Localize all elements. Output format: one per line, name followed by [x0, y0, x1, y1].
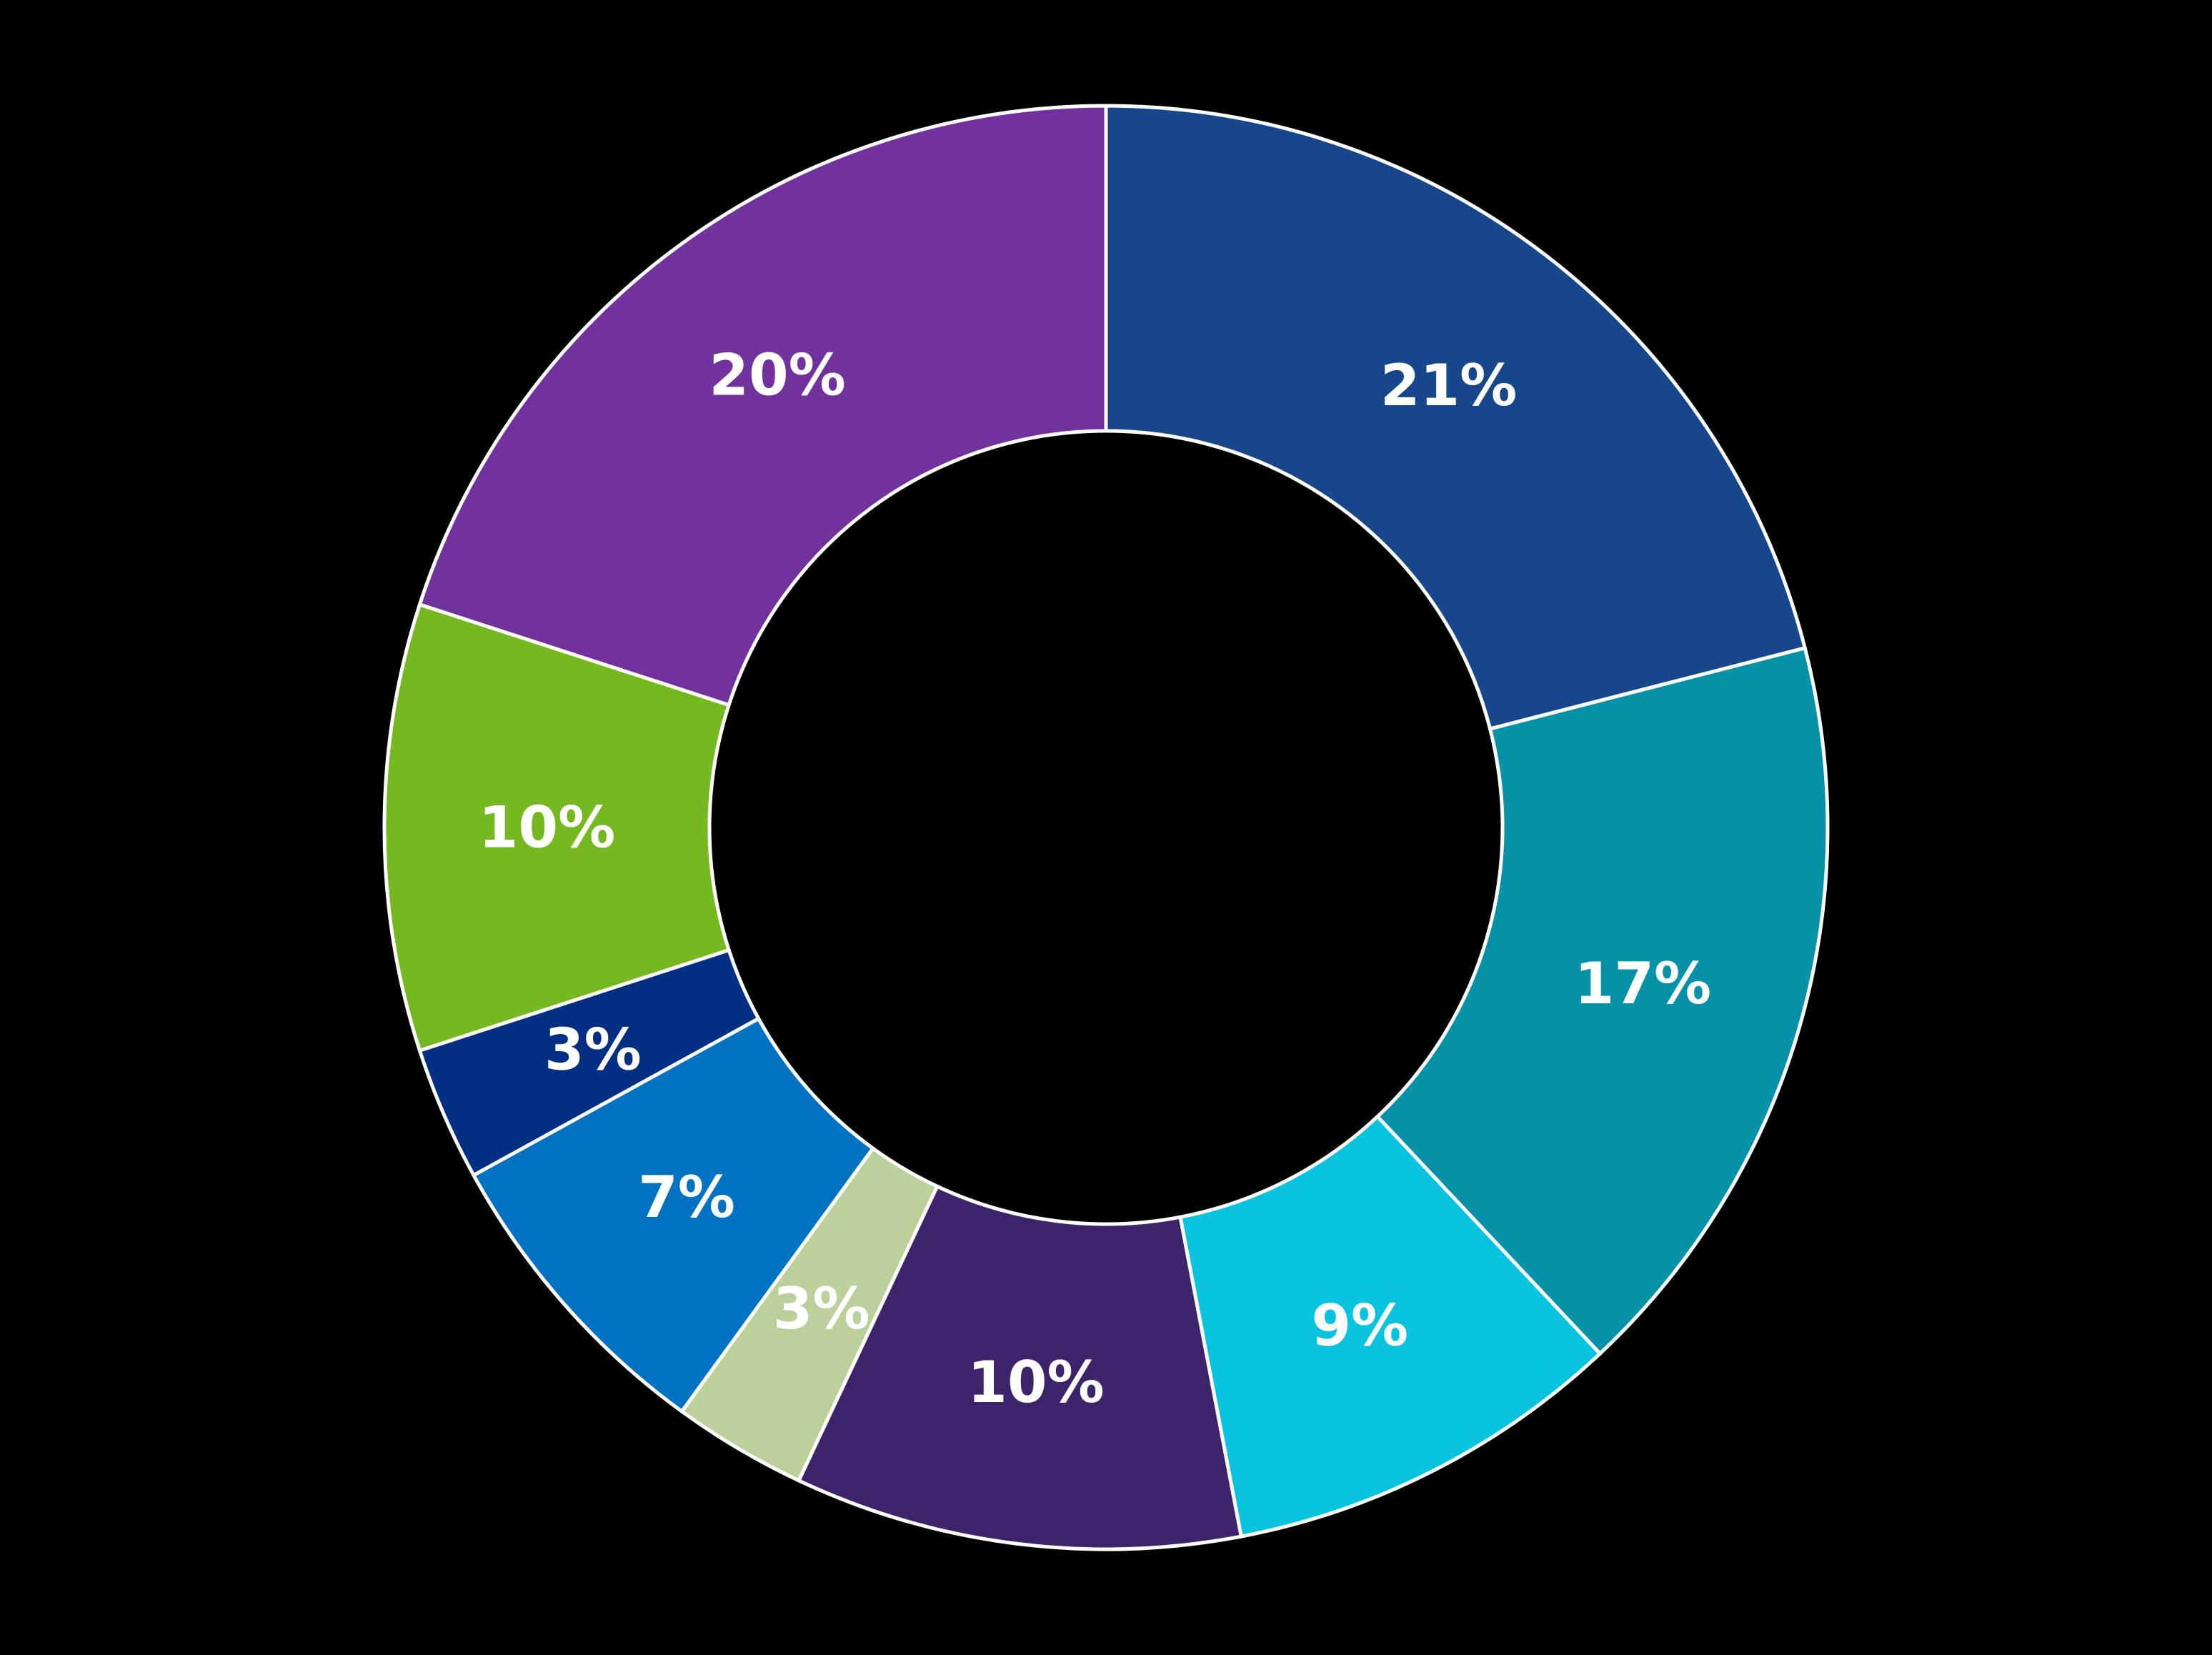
donut-slice: [1178, 1114, 1603, 1539]
slice-label: 3%: [773, 1276, 870, 1342]
slice-label: 17%: [1575, 950, 1711, 1017]
slice-label: 10%: [967, 1349, 1104, 1416]
slice-label: 21%: [1380, 352, 1517, 419]
donut-slice: [796, 1183, 1244, 1551]
donut-slices: [382, 104, 1830, 1551]
slice-label: 20%: [709, 342, 845, 408]
slice-label: 10%: [479, 795, 615, 861]
donut-slice: [417, 104, 1108, 707]
slice-label: 3%: [544, 1016, 642, 1083]
slice-label: 7%: [638, 1164, 735, 1231]
donut-labels: 21% 17% 9% 10% 3% 7% 3% 10% 20%: [479, 342, 1711, 1415]
donut-slice: [382, 602, 732, 1053]
donut-slice: [1375, 645, 1830, 1356]
slice-label: 9%: [1311, 1293, 1408, 1359]
donut-slice: [1104, 104, 1808, 732]
